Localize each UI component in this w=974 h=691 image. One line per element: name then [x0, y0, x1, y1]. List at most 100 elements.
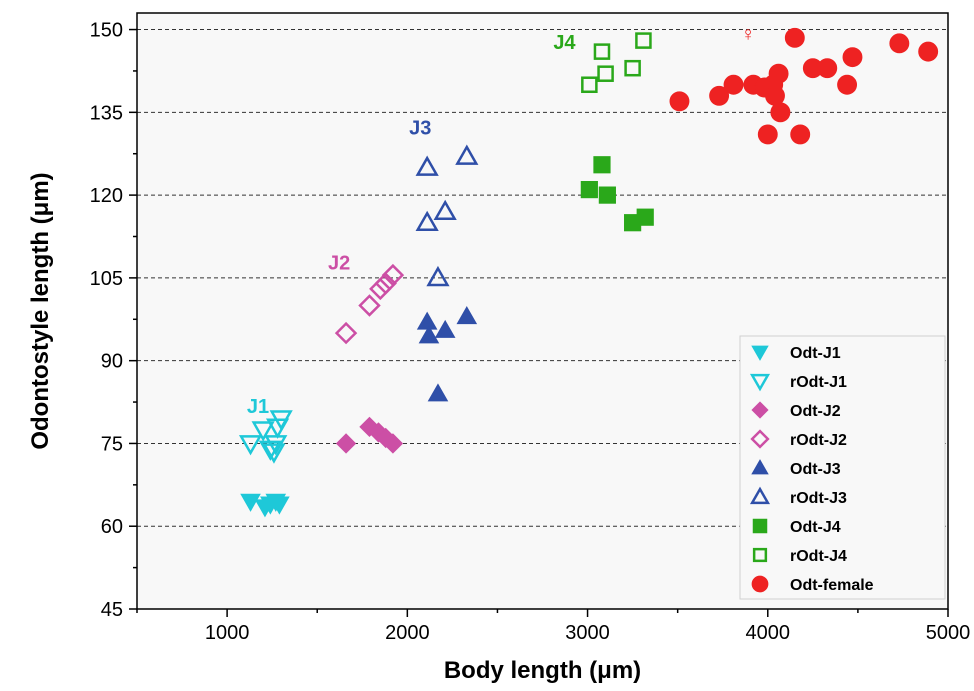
point-odt-j4 — [636, 208, 654, 226]
point-rodt-j4 — [581, 76, 598, 94]
point-odt-j3 — [456, 306, 478, 325]
series-odt-j3 — [416, 306, 478, 402]
y-axis-title: Odontostyle length (μm) — [27, 172, 54, 449]
legend-label: Odt-J3 — [790, 461, 841, 478]
point-odt-female — [837, 74, 858, 95]
point-odt-female — [770, 102, 791, 123]
point-odt-j1 — [240, 493, 261, 512]
legend-marker — [751, 459, 769, 475]
legend-marker — [751, 401, 769, 419]
point-odt-j2 — [335, 433, 357, 454]
point-odt-female — [709, 85, 730, 106]
legend-item: Odt-J3 — [751, 459, 841, 478]
point-rodt-j4 — [635, 32, 652, 49]
point-rodt-j4 — [593, 43, 611, 60]
y-tick-label: 105 — [90, 268, 123, 290]
legend-marker — [752, 518, 768, 534]
point-odt-j3 — [427, 383, 449, 402]
y-tick-label: 135 — [90, 102, 123, 124]
x-tick-label: 5000 — [926, 622, 971, 644]
legend-label: Odt-J4 — [790, 519, 841, 536]
series-rodt-j3 — [415, 144, 479, 287]
series-rodt-j4 — [581, 32, 652, 94]
series-odt-j1 — [240, 493, 290, 518]
axes: 45 60 75 90 105 120 135 150 1000 2000 3000 4000 5000 — [90, 12, 971, 644]
point-odt-female — [757, 124, 778, 145]
x-axis-title: Body length (μm) — [444, 657, 641, 684]
point-odt-female — [817, 58, 838, 79]
point-odt-j4 — [593, 156, 611, 174]
plot-frame — [136, 12, 949, 610]
point-rodt-j1 — [262, 443, 286, 464]
point-rodt-j2 — [358, 294, 381, 317]
series-rodt-j2 — [334, 263, 405, 345]
y-tick-label: 60 — [101, 516, 123, 538]
legend-marker — [751, 575, 769, 593]
legend-marker — [751, 345, 769, 361]
point-rodt-j4 — [624, 59, 641, 77]
point-rodt-j1 — [238, 435, 263, 456]
group-label-j4: J4 — [553, 32, 576, 54]
legend-item: Odt-J4 — [752, 518, 841, 536]
legend-label: rOdt-J1 — [790, 374, 847, 391]
legend-item: rOdt-J1 — [749, 373, 847, 392]
legend-item: Odt-J1 — [751, 345, 841, 362]
y-tick-label: 45 — [101, 599, 123, 621]
point-odt-female — [790, 124, 811, 145]
legend-label: rOdt-J3 — [790, 490, 847, 507]
point-rodt-j2 — [374, 272, 397, 295]
point-rodt-j3 — [433, 199, 457, 221]
point-odt-j3 — [434, 319, 456, 338]
point-odt-female — [918, 41, 939, 62]
legend-item: rOdt-J3 — [749, 486, 847, 507]
series-odt-female — [669, 27, 939, 145]
legend-marker — [749, 373, 771, 392]
series-odt-j4 — [580, 156, 654, 232]
point-rodt-j2 — [381, 263, 405, 287]
point-rodt-j3 — [415, 210, 439, 232]
point-rodt-j2 — [369, 277, 392, 301]
legend-item: Odt-J2 — [751, 401, 841, 420]
legend-item: rOdt-J2 — [750, 429, 847, 449]
y-tick-label: 75 — [101, 433, 123, 455]
point-odt-female — [889, 33, 910, 54]
x-tick-label: 1000 — [205, 622, 250, 644]
y-tick-label: 90 — [101, 351, 123, 373]
group-label-j3: J3 — [409, 117, 431, 139]
group-label-j1: J1 — [247, 396, 269, 418]
x-tick-label: 2000 — [385, 622, 430, 644]
point-rodt-j3 — [426, 265, 450, 287]
point-odt-j1 — [269, 496, 290, 515]
legend-label: rOdt-J4 — [790, 548, 847, 565]
point-odt-female — [768, 63, 789, 84]
point-odt-female — [842, 47, 863, 68]
group-annotations: J1 J2 J3 J4 ♀ — [247, 24, 756, 418]
point-rodt-j3 — [415, 155, 439, 176]
legend-label: rOdt-J2 — [790, 432, 847, 449]
legend-box — [739, 335, 946, 600]
legend: Odt-J1 rOdt-J1 Odt-J2 rOdt-J2 Odt-J3 rOdt-J3 O… — [739, 335, 946, 600]
legend-label: Odt-female — [790, 577, 874, 594]
legend-marker — [749, 486, 771, 505]
point-odt-j4 — [580, 180, 598, 199]
data-points — [238, 27, 939, 518]
x-tick-label: 4000 — [746, 622, 791, 644]
group-label-j2: J2 — [328, 253, 350, 275]
point-odt-female — [784, 27, 805, 48]
point-rodt-j1 — [264, 435, 288, 456]
legend-item: rOdt-J4 — [752, 547, 847, 565]
legend-label: Odt-J1 — [790, 345, 841, 362]
legend-marker — [750, 429, 770, 449]
point-rodt-j3 — [455, 144, 479, 165]
point-rodt-j4 — [597, 65, 614, 82]
point-odt-female — [723, 74, 744, 95]
female-symbol: ♀ — [740, 24, 755, 46]
y-tick-label: 120 — [90, 185, 123, 207]
point-odt-female — [765, 85, 785, 106]
point-rodt-j1 — [251, 421, 275, 442]
point-odt-j4 — [598, 186, 616, 204]
x-tick-label: 3000 — [565, 622, 610, 644]
point-odt-j3 — [418, 325, 440, 344]
point-odt-female — [669, 91, 690, 112]
